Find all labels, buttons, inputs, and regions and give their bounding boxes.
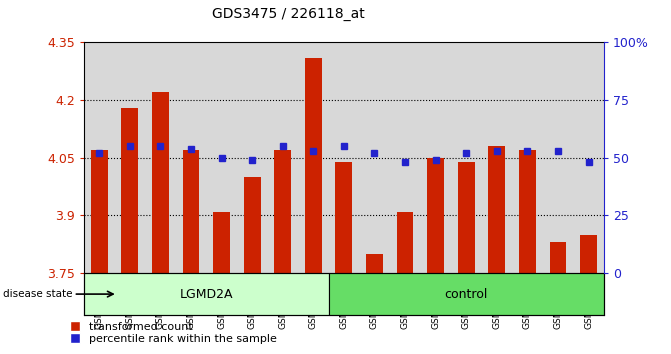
Bar [519, 150, 536, 273]
Text: LGMD2A: LGMD2A [179, 287, 233, 301]
Bar [550, 242, 566, 273]
Bar [121, 108, 138, 273]
Bar [91, 150, 107, 273]
Bar [488, 146, 505, 273]
Bar [152, 92, 169, 273]
Bar [274, 150, 291, 273]
Bar [329, 273, 604, 315]
Bar [366, 254, 383, 273]
Bar [397, 212, 413, 273]
Bar [427, 158, 444, 273]
Text: GDS3475 / 226118_at: GDS3475 / 226118_at [212, 7, 365, 21]
Bar [305, 58, 321, 273]
Text: control: control [445, 287, 488, 301]
Bar [183, 150, 199, 273]
Bar [84, 273, 329, 315]
Bar [458, 162, 474, 273]
Bar [336, 162, 352, 273]
Bar [580, 235, 597, 273]
Bar [213, 212, 230, 273]
Text: disease state: disease state [3, 289, 73, 299]
Legend: transformed count, percentile rank within the sample: transformed count, percentile rank withi… [59, 317, 282, 348]
Bar [244, 177, 260, 273]
